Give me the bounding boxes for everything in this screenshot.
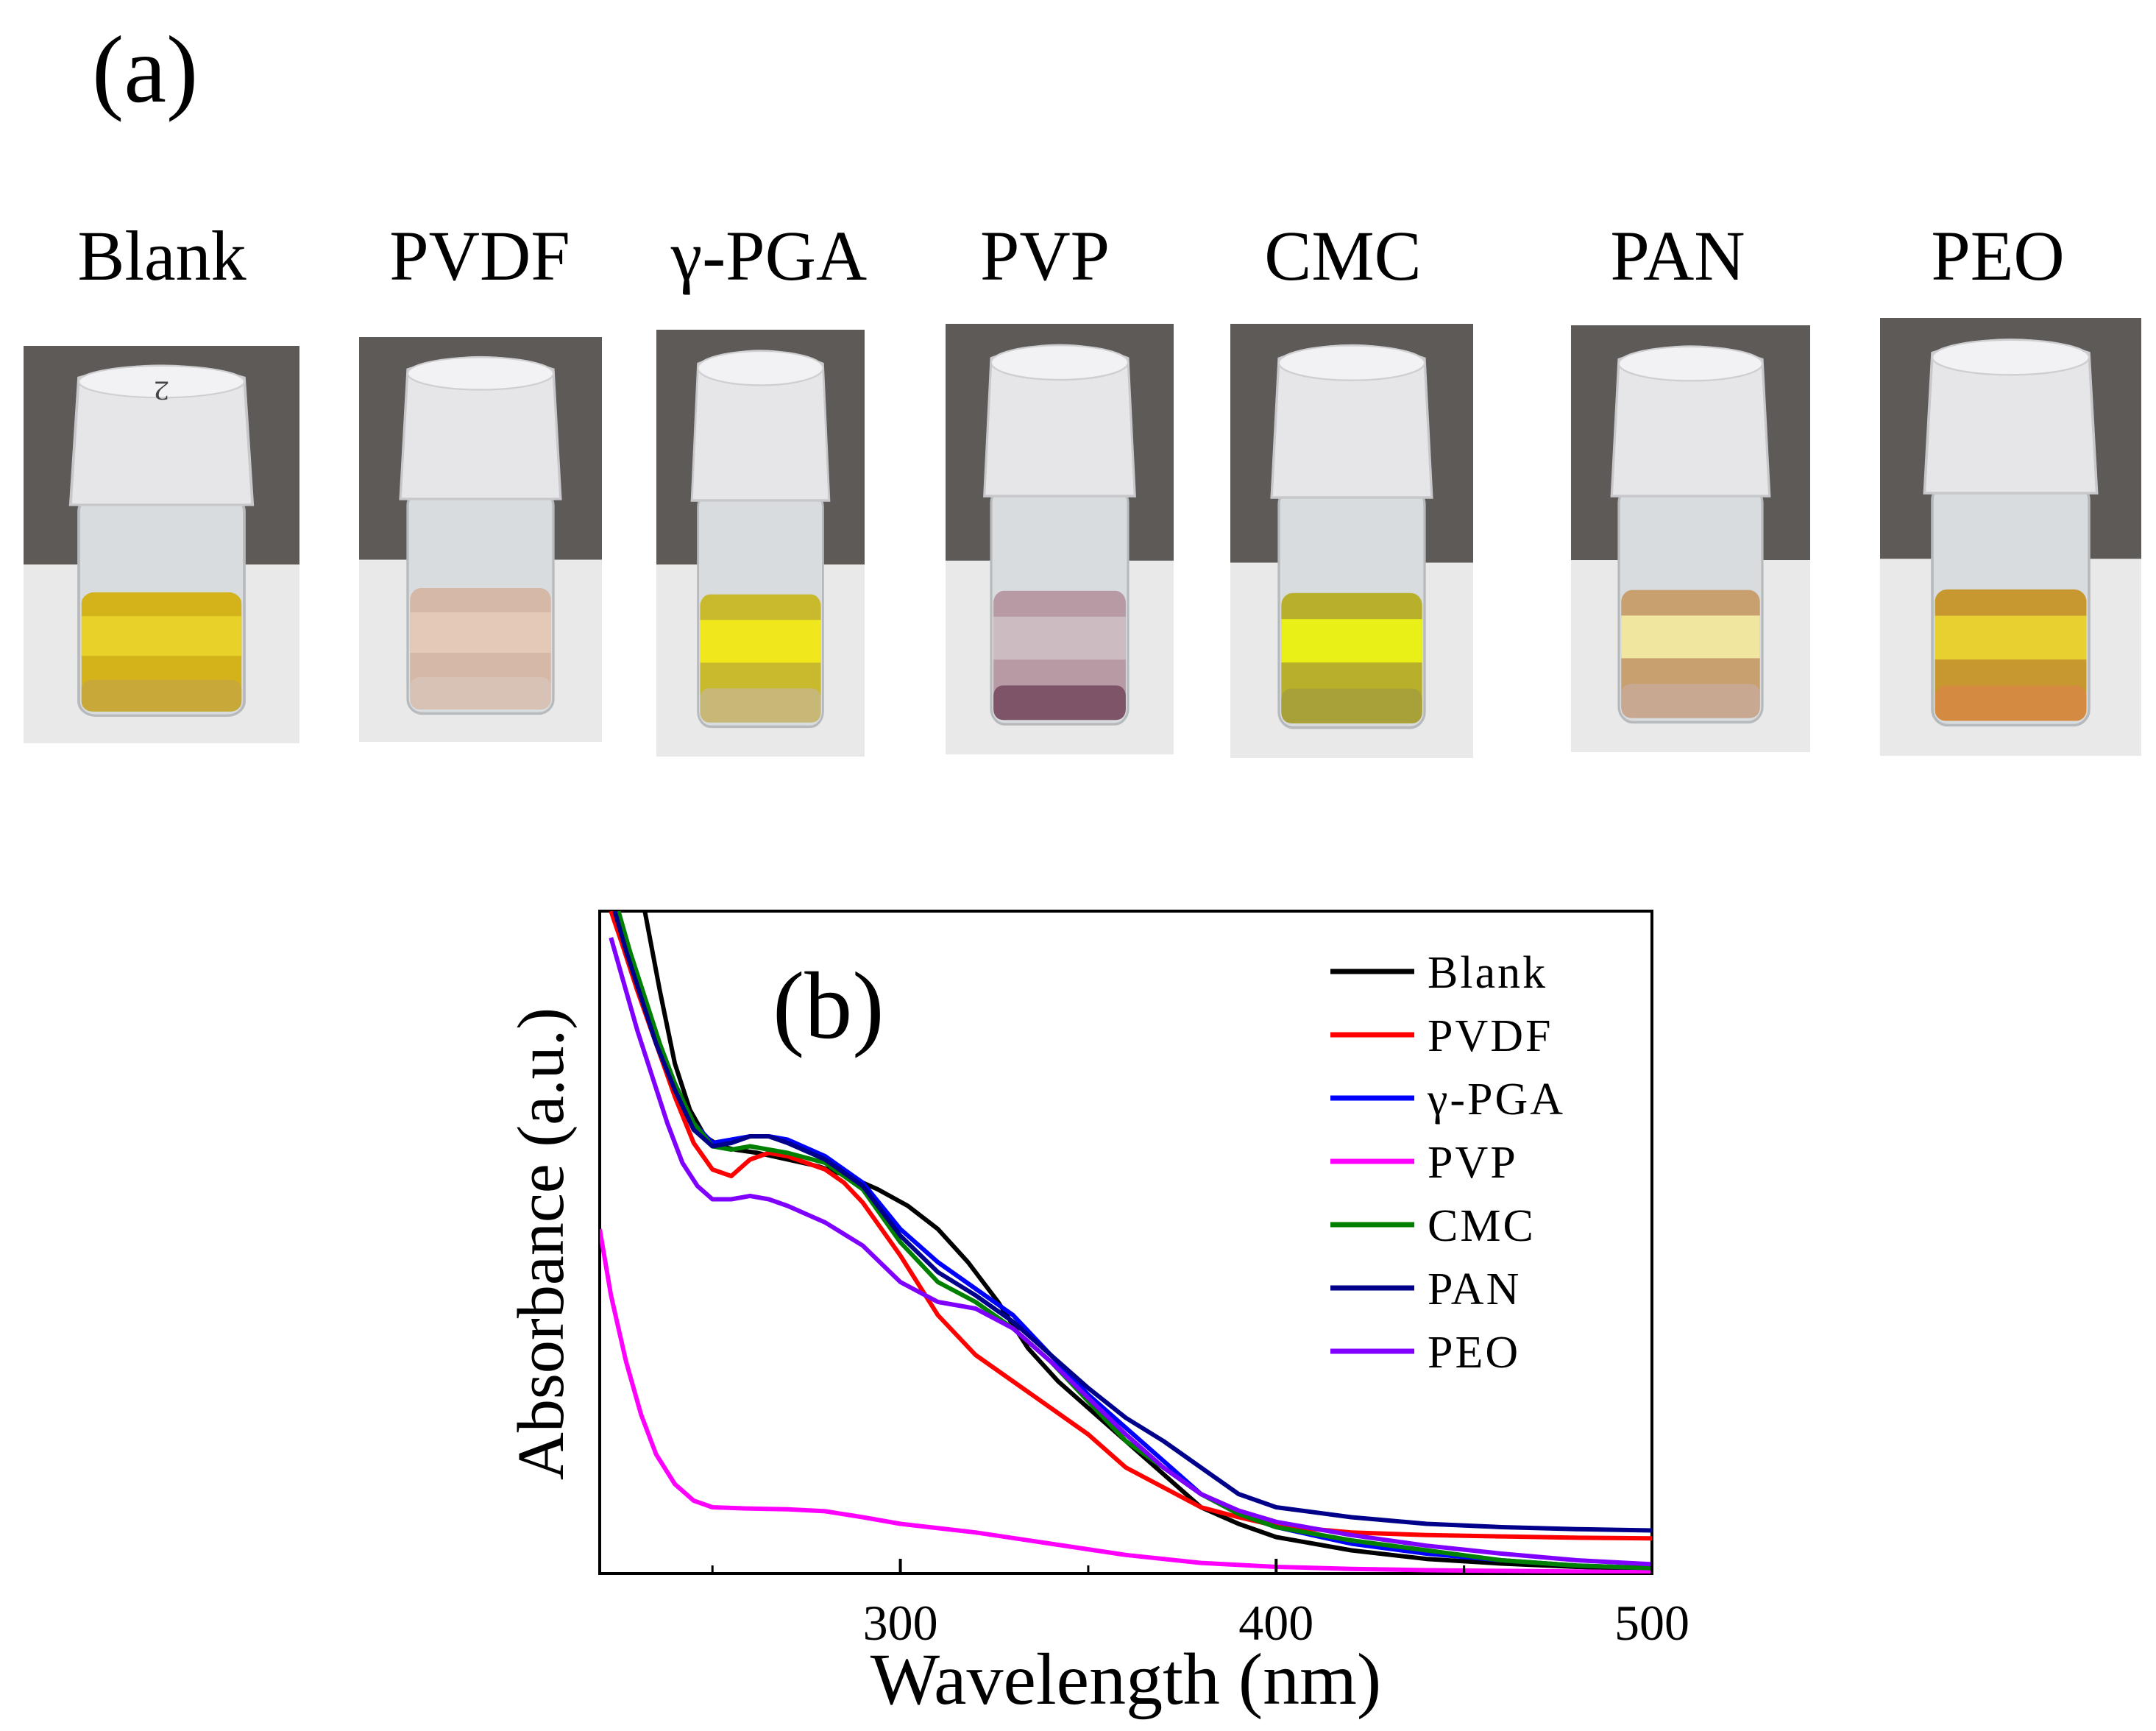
vial-liquid-band <box>1621 615 1760 659</box>
vial-liquid-band <box>410 612 551 653</box>
legend-label: Blank <box>1428 948 1547 998</box>
legend-label: PVP <box>1428 1138 1518 1188</box>
vial-label-peo: PEO <box>1931 216 2065 295</box>
vial-sediment <box>1281 688 1422 723</box>
x-tick-label: 400 <box>1238 1595 1313 1651</box>
vial-label-gpga: γ-PGA <box>670 216 868 295</box>
plot-frame <box>598 910 1653 1575</box>
vial-label-pvp: PVP <box>979 216 1110 295</box>
vial-cap-top <box>1931 339 2091 376</box>
cap-mark-text: 2 <box>154 375 169 406</box>
vial-cap-top <box>1277 344 1426 381</box>
vial-photo-blank: 2 <box>24 346 299 743</box>
vial-liquid-band <box>700 620 821 663</box>
legend-label: γ-PGA <box>1427 1075 1565 1125</box>
legend-label: PAN <box>1428 1264 1521 1314</box>
vial-photo-pvdf <box>359 337 602 742</box>
x-tick-label: 500 <box>1614 1595 1689 1651</box>
x-tick-label: 300 <box>863 1595 938 1651</box>
vial-liquid-band <box>81 616 242 656</box>
vial-label-cmc: CMC <box>1264 216 1422 295</box>
series-line-pvp <box>600 1228 1652 1574</box>
vial-liquid-band <box>993 616 1126 660</box>
vial-photo-gpga <box>656 330 865 757</box>
series-line-cmc <box>616 911 1652 1571</box>
vial-photo-peo <box>1880 318 2141 756</box>
vial-cap-top <box>406 356 555 391</box>
legend-label: CMC <box>1428 1201 1536 1251</box>
vial-sediment <box>993 685 1126 721</box>
vial-photo-cmc <box>1230 324 1473 758</box>
vial-cap-top <box>697 350 824 386</box>
vial-photo-pan <box>1571 325 1810 752</box>
y-axis-title: Absorbance (a.u.) <box>505 1008 578 1480</box>
vial-label-pan: PAN <box>1610 216 1745 295</box>
vial-label-pvdf: PVDF <box>389 216 570 295</box>
chart-panel-label: (b) <box>773 953 884 1059</box>
series-line-pan <box>612 911 1652 1533</box>
vial-sediment <box>81 679 242 712</box>
vial-liquid-band <box>1281 619 1422 663</box>
vial-sediment <box>1621 684 1760 718</box>
x-axis-title: Wavelength (nm) <box>870 1638 1381 1720</box>
legend-label: PVDF <box>1428 1011 1553 1061</box>
legend-label: PEO <box>1428 1328 1520 1378</box>
vial-sediment <box>1935 685 2087 721</box>
vial-liquid-band <box>1935 615 2087 660</box>
panel-a-label: (a) <box>92 17 199 123</box>
series-line-peo <box>609 937 1652 1567</box>
vial-cap-top <box>990 344 1130 381</box>
vial-photo-pvp <box>946 324 1174 754</box>
vial-cap-top <box>77 364 246 399</box>
vial-label-blank: Blank <box>77 216 247 295</box>
vial-sediment <box>410 677 551 709</box>
vial-cap-top <box>1617 345 1764 382</box>
vial-sediment <box>700 688 821 723</box>
